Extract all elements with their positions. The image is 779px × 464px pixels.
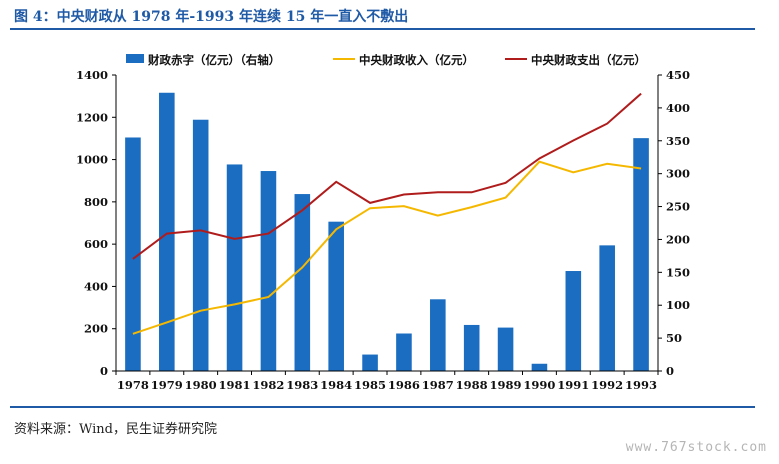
right-tick-label: 400 — [666, 101, 690, 115]
right-tick-label: 100 — [666, 298, 690, 312]
x-tick-label: 1983 — [286, 378, 318, 392]
x-tick-label: 1985 — [354, 378, 386, 392]
deficit-bar — [599, 245, 615, 371]
right-tick-label: 150 — [666, 265, 690, 279]
x-tick-label: 1988 — [456, 378, 488, 392]
deficit-bar — [192, 119, 209, 372]
deficit-bar — [430, 299, 446, 371]
x-tick-label: 1979 — [151, 378, 183, 392]
deficit-bar — [633, 138, 649, 371]
left-tick-label: 1400 — [76, 68, 108, 82]
x-tick-label: 1993 — [625, 378, 657, 392]
right-tick-label: 450 — [666, 68, 690, 82]
deficit-bar — [497, 327, 514, 371]
deficit-bar — [226, 164, 243, 371]
deficit-bar — [125, 137, 141, 371]
deficit-bar — [159, 92, 175, 371]
x-tick-label: 1986 — [388, 378, 420, 392]
x-tick-label: 1978 — [117, 378, 149, 392]
left-tick-label: 1200 — [76, 110, 108, 124]
chart-title: 图 4：中央财政从 1978 年-1993 年连续 15 年一直入不敷出 — [14, 9, 409, 25]
line-series — [132, 92, 642, 335]
right-tick-label: 0 — [666, 364, 674, 378]
legend-label-revenue: 中央财政收入（亿元） — [359, 53, 474, 67]
deficit-bar — [396, 333, 412, 371]
left-tick-label: 800 — [84, 195, 108, 209]
left-tick-label: 0 — [100, 364, 108, 378]
footer-divider — [10, 406, 755, 408]
deficit-bar — [362, 354, 378, 371]
right-tick-label: 50 — [666, 331, 682, 345]
expenditure-line — [132, 92, 642, 260]
deficit-bar — [565, 271, 582, 371]
legend-label-deficit: 财政赤字（亿元）（右轴） — [147, 53, 280, 67]
x-tick-label: 1989 — [490, 378, 522, 392]
deficit-bar — [463, 324, 480, 371]
watermark: www.767stock.com — [625, 440, 767, 455]
revenue-line — [132, 160, 642, 335]
x-tick-label: 1990 — [523, 378, 555, 392]
x-tick-label: 1992 — [591, 378, 623, 392]
title-divider — [10, 28, 755, 30]
right-tick-label: 200 — [666, 232, 690, 246]
legend-label-expenditure: 中央财政支出（亿元） — [531, 53, 646, 67]
left-tick-label: 600 — [84, 237, 108, 251]
legend-swatch-deficit — [126, 54, 144, 63]
left-tick-label: 200 — [84, 322, 108, 336]
right-tick-label: 250 — [666, 200, 690, 214]
source-note: 资料来源：Wind，民生证券研究院 — [14, 422, 217, 437]
right-tick-label: 300 — [666, 167, 690, 181]
x-tick-label: 1984 — [320, 378, 352, 392]
deficit-bar — [260, 171, 277, 371]
x-tick-label: 1980 — [185, 378, 217, 392]
axes: 0 200 400 600 800 1000 1200 1400 0 50 100 150 200 250… — [76, 68, 690, 392]
x-tick-label: 1981 — [219, 378, 251, 392]
combo-chart: 财政赤字（亿元）（右轴） 中央财政收入（亿元） 中央财政支出（亿元） 0 200 400… — [76, 53, 690, 392]
left-tick-label: 1000 — [76, 153, 108, 167]
legend: 财政赤字（亿元）（右轴） 中央财政收入（亿元） 中央财政支出（亿元） — [126, 53, 646, 67]
deficit-bar — [531, 363, 548, 371]
right-tick-label: 350 — [666, 134, 690, 148]
x-tick-label: 1982 — [252, 378, 284, 392]
deficit-bars — [125, 92, 649, 372]
deficit-bar — [294, 194, 311, 371]
left-tick-label: 400 — [84, 279, 108, 293]
x-tick-label: 1987 — [422, 378, 454, 392]
deficit-bar — [328, 221, 344, 371]
x-tick-label: 1991 — [557, 378, 589, 392]
